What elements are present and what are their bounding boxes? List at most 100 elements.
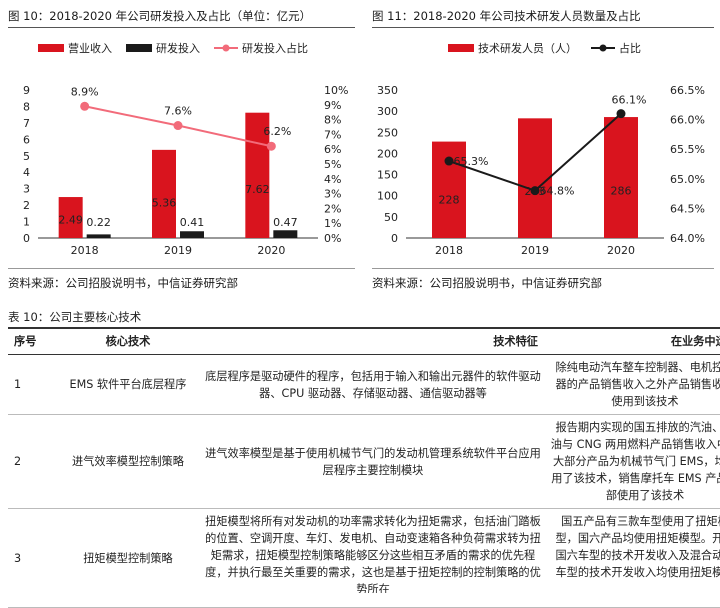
bar-data-label: 7.62 [245, 183, 270, 196]
legend-swatch [38, 44, 64, 52]
y2-tick-label: 3% [324, 188, 341, 201]
row-application: 国五产品有三款车型使用了扭矩模型，国六产品均使用扭矩模型。开发国六车型的技术开发… [546, 508, 720, 608]
header-tech: 核心技术 [56, 327, 200, 355]
y-tick-label: 3 [23, 183, 30, 196]
figure11-chart: 技术研发人员（人） 占比 0 50 100 150 200 250 300 350 64.0% 64.… [377, 41, 705, 257]
table-row: 3 扭矩模型控制策略 扭矩模型将所有对发动机的功率需求转化为扭矩需求，包括油门踏… [8, 508, 720, 608]
figure11-bottom-rule [372, 268, 714, 269]
line-point [173, 121, 183, 131]
legend-marker [222, 44, 230, 52]
y2-tick-label: 0% [324, 232, 341, 245]
row-tech: EMS 软件平台底层程序 [56, 354, 200, 415]
row-application-text: 国五产品有三款车型使用了扭矩模型，国六产品均使用扭矩模型。开发国六车型的技术开发… [555, 515, 720, 579]
y2-tick-label: 6% [324, 143, 341, 156]
bar-data-label: 0.22 [86, 216, 111, 229]
line-point [616, 109, 626, 119]
legend-swatch [448, 44, 474, 52]
legend-label: 研发投入 [156, 41, 200, 55]
y-tick-label: 150 [377, 169, 398, 182]
x-tick-label: 2019 [521, 244, 549, 257]
row-application: 除纯电动汽车整车控制器、电机控制器的产品销售收入之外产品销售收入使用到该技术 [546, 354, 720, 415]
header-feature: 技术特征 [200, 327, 546, 355]
y-tick-label: 0 [391, 232, 398, 245]
y2-tick-label: 2% [324, 202, 341, 215]
line-point [80, 101, 90, 111]
legend-label: 营业收入 [68, 41, 112, 55]
header-application: 在业务中运用 [546, 327, 720, 355]
y-tick-label: 350 [377, 84, 398, 97]
y2-tick-label: 66.5% [670, 84, 705, 97]
line-data-label: 64.8% [540, 185, 575, 198]
y2-tick-label: 66.0% [670, 114, 705, 127]
y-tick-label: 9 [23, 84, 30, 97]
bar-data-label: 0.47 [273, 216, 298, 229]
figure10-top-rule [8, 27, 355, 28]
y-tick-label: 200 [377, 147, 398, 160]
y-tick-label: 2 [23, 199, 30, 212]
y2-tick-label: 7% [324, 128, 341, 141]
bar-secondary [180, 231, 204, 238]
legend-marker [599, 44, 607, 52]
y-tick-label: 250 [377, 126, 398, 139]
line-data-label: 66.1% [612, 94, 647, 107]
y2-tick-label: 10% [324, 84, 348, 97]
figure10-title: 图 10：2018-2020 年公司研发投入及占比（单位：亿元） [8, 9, 312, 23]
row-no: 1 [8, 354, 56, 415]
y2-tick-label: 64.5% [670, 202, 705, 215]
line-data-label: 6.2% [263, 125, 291, 138]
row-tech: 扭矩模型控制策略 [56, 508, 200, 608]
table-header-row: 序号 核心技术 技术特征 在业务中运用 [8, 327, 720, 355]
figure11-title: 图 11：2018-2020 年公司技术研发人员数量及占比 [372, 9, 641, 23]
y2-tick-label: 64.0% [670, 232, 705, 245]
bar-data-label: 286 [611, 184, 632, 197]
y-tick-label: 8 [23, 100, 30, 113]
x-tick-label: 2018 [435, 244, 463, 257]
figure10-source: 资料来源：公司招股说明书，中信证券研究部 [8, 276, 238, 290]
legend-label: 技术研发人员（人） [478, 41, 577, 55]
figure10-bottom-rule [8, 268, 355, 269]
y2-tick-label: 5% [324, 158, 341, 171]
y2-tick-label: 4% [324, 173, 341, 186]
figure10-chart: 营业收入 研发投入 研发投入占比 0 1 2 3 4 5 6 7 8 9 0% 1% 2%3% 4% 5% 6% 7%… [23, 41, 348, 257]
bar-data-label: 5.36 [152, 196, 177, 209]
line-point [530, 186, 540, 196]
y-tick-label: 300 [377, 105, 398, 118]
table-row: 2 进气效率模型控制策略 进气效率模型是基于使用机械节气门的发动机管理系统软件平… [8, 414, 720, 509]
row-tech: 进气效率模型控制策略 [56, 414, 200, 509]
legend-label: 占比 [619, 41, 641, 55]
y2-tick-label: 1% [324, 217, 341, 230]
row-feature-text: 扭矩模型将所有对发动机的功率需求转化为扭矩需求，包括油门踏板的位置、空调开度、车… [205, 515, 541, 593]
bar-primary [604, 117, 638, 238]
y-tick-label: 0 [23, 232, 30, 245]
y-tick-label: 7 [23, 117, 30, 130]
y2-tick-label: 9% [324, 99, 341, 112]
legend-label: 研发投入占比 [242, 41, 308, 55]
bar-data-label: 2.49 [58, 213, 83, 226]
table10-title: 表 10：公司主要核心技术 [8, 310, 142, 324]
core-technology-table: 序号 核心技术 技术特征 在业务中运用 1 EMS 软件平台底层程序 底层程序是… [8, 327, 720, 608]
line-data-label: 8.9% [71, 85, 99, 98]
row-no: 2 [8, 414, 56, 509]
legend-swatch [126, 44, 152, 52]
y2-tick-label: 65.5% [670, 143, 705, 156]
bar-data-label: 0.41 [180, 216, 205, 229]
bar-data-label: 228 [439, 193, 460, 206]
y-tick-label: 5 [23, 150, 30, 163]
y-tick-label: 50 [384, 211, 398, 224]
y-tick-label: 4 [23, 166, 30, 179]
row-application: 报告期内实现的国五排放的汽油、汽油与 CNG 两用燃料产品销售收入中绝大部分产品… [546, 414, 720, 509]
y-tick-label: 6 [23, 133, 30, 146]
line-data-label: 65.3% [454, 155, 489, 168]
bar-secondary [273, 230, 298, 238]
y-tick-label: 100 [377, 190, 398, 203]
figure11-top-rule [372, 27, 714, 28]
x-tick-label: 2020 [607, 244, 635, 257]
x-tick-label: 2018 [71, 244, 99, 257]
line-data-label: 7.6% [164, 105, 192, 118]
y-tick-label: 1 [23, 216, 30, 229]
row-feature: 扭矩模型将所有对发动机的功率需求转化为扭矩需求，包括油门踏板的位置、空调开度、车… [200, 508, 546, 608]
bar-primary [58, 197, 83, 238]
bar-secondary [86, 234, 111, 238]
y2-tick-label: 8% [324, 114, 341, 127]
x-tick-label: 2020 [257, 244, 285, 257]
